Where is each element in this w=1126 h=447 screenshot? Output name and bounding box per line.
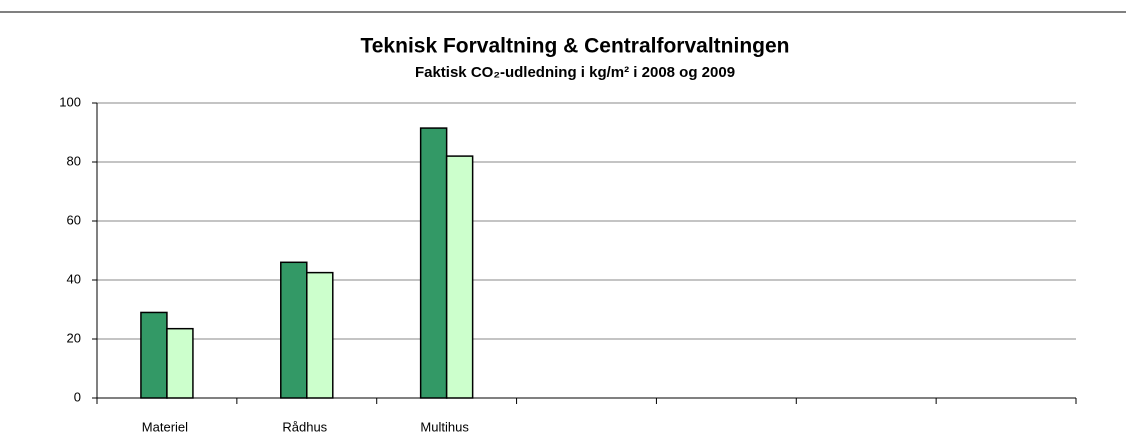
bar xyxy=(166,327,194,399)
y-tick-label: 0 xyxy=(74,389,81,404)
y-tick-label: 60 xyxy=(67,212,81,227)
chart-title: Teknisk Forvaltning & Centralforvaltning… xyxy=(360,35,789,58)
x-tick-label: Rådhus xyxy=(282,419,327,434)
bar xyxy=(445,155,474,399)
bar xyxy=(280,261,308,399)
bar xyxy=(419,127,448,399)
y-tick-label: 40 xyxy=(67,271,81,286)
y-tick-label: 20 xyxy=(67,330,81,345)
bar xyxy=(140,311,168,399)
chart-subtitle: Faktisk CO₂-udledning i kg/m² i 2008 og … xyxy=(415,64,735,81)
x-tick-label: Materiel xyxy=(142,419,188,434)
x-tick-label: Multihus xyxy=(420,419,469,434)
bar xyxy=(306,271,334,399)
y-tick-label: 100 xyxy=(59,94,81,109)
y-tick-label: 80 xyxy=(67,153,81,168)
